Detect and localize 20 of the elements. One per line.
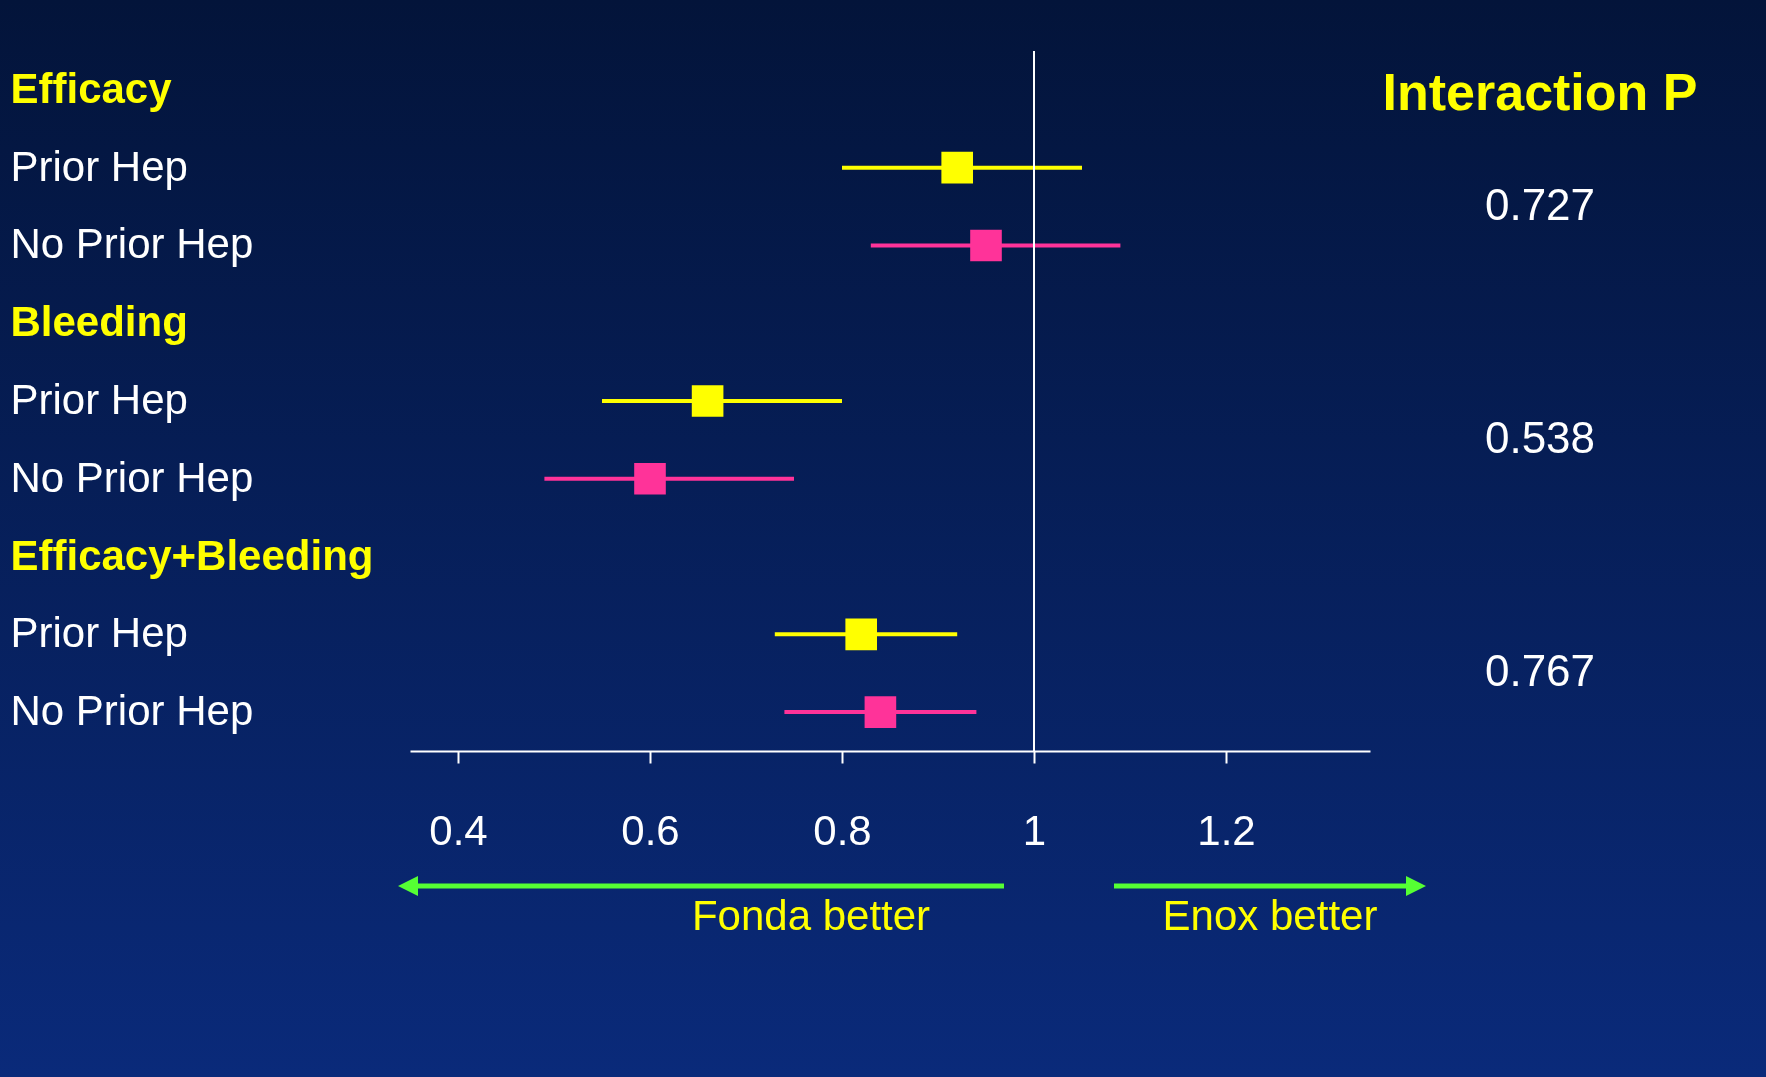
text: 0.767 [1484,646,1596,696]
x-tick-label: 0.4 [429,806,488,854]
y-tick-label: Prior Hep [10,376,188,423]
x-tick-label: 0.8 [813,806,872,854]
text: Fonda better [691,892,931,939]
x-tick-label: 0.6 [621,806,680,854]
x-tick-label: 1 [1022,806,1047,854]
y-tick-label: Prior Hep [10,609,188,657]
y-tick-label: Prior Hep [10,142,188,190]
text: Interaction P [1382,62,1698,121]
x-tick-label: 1.2 [1197,806,1256,854]
y-tick-label: No Prior Hep [10,220,254,268]
y-tick-label: No Prior Hep [10,453,254,501]
text: Enox better [1162,892,1378,939]
text: 0.727 [1484,179,1596,229]
text: 0.538 [1484,412,1596,462]
y-tick-label: No Prior Hep [10,687,254,735]
y-tick-label: Efficacy+Bleeding [10,531,374,579]
y-tick-label: Efficacy [10,64,173,112]
y-tick-label: Bleeding [10,298,188,346]
